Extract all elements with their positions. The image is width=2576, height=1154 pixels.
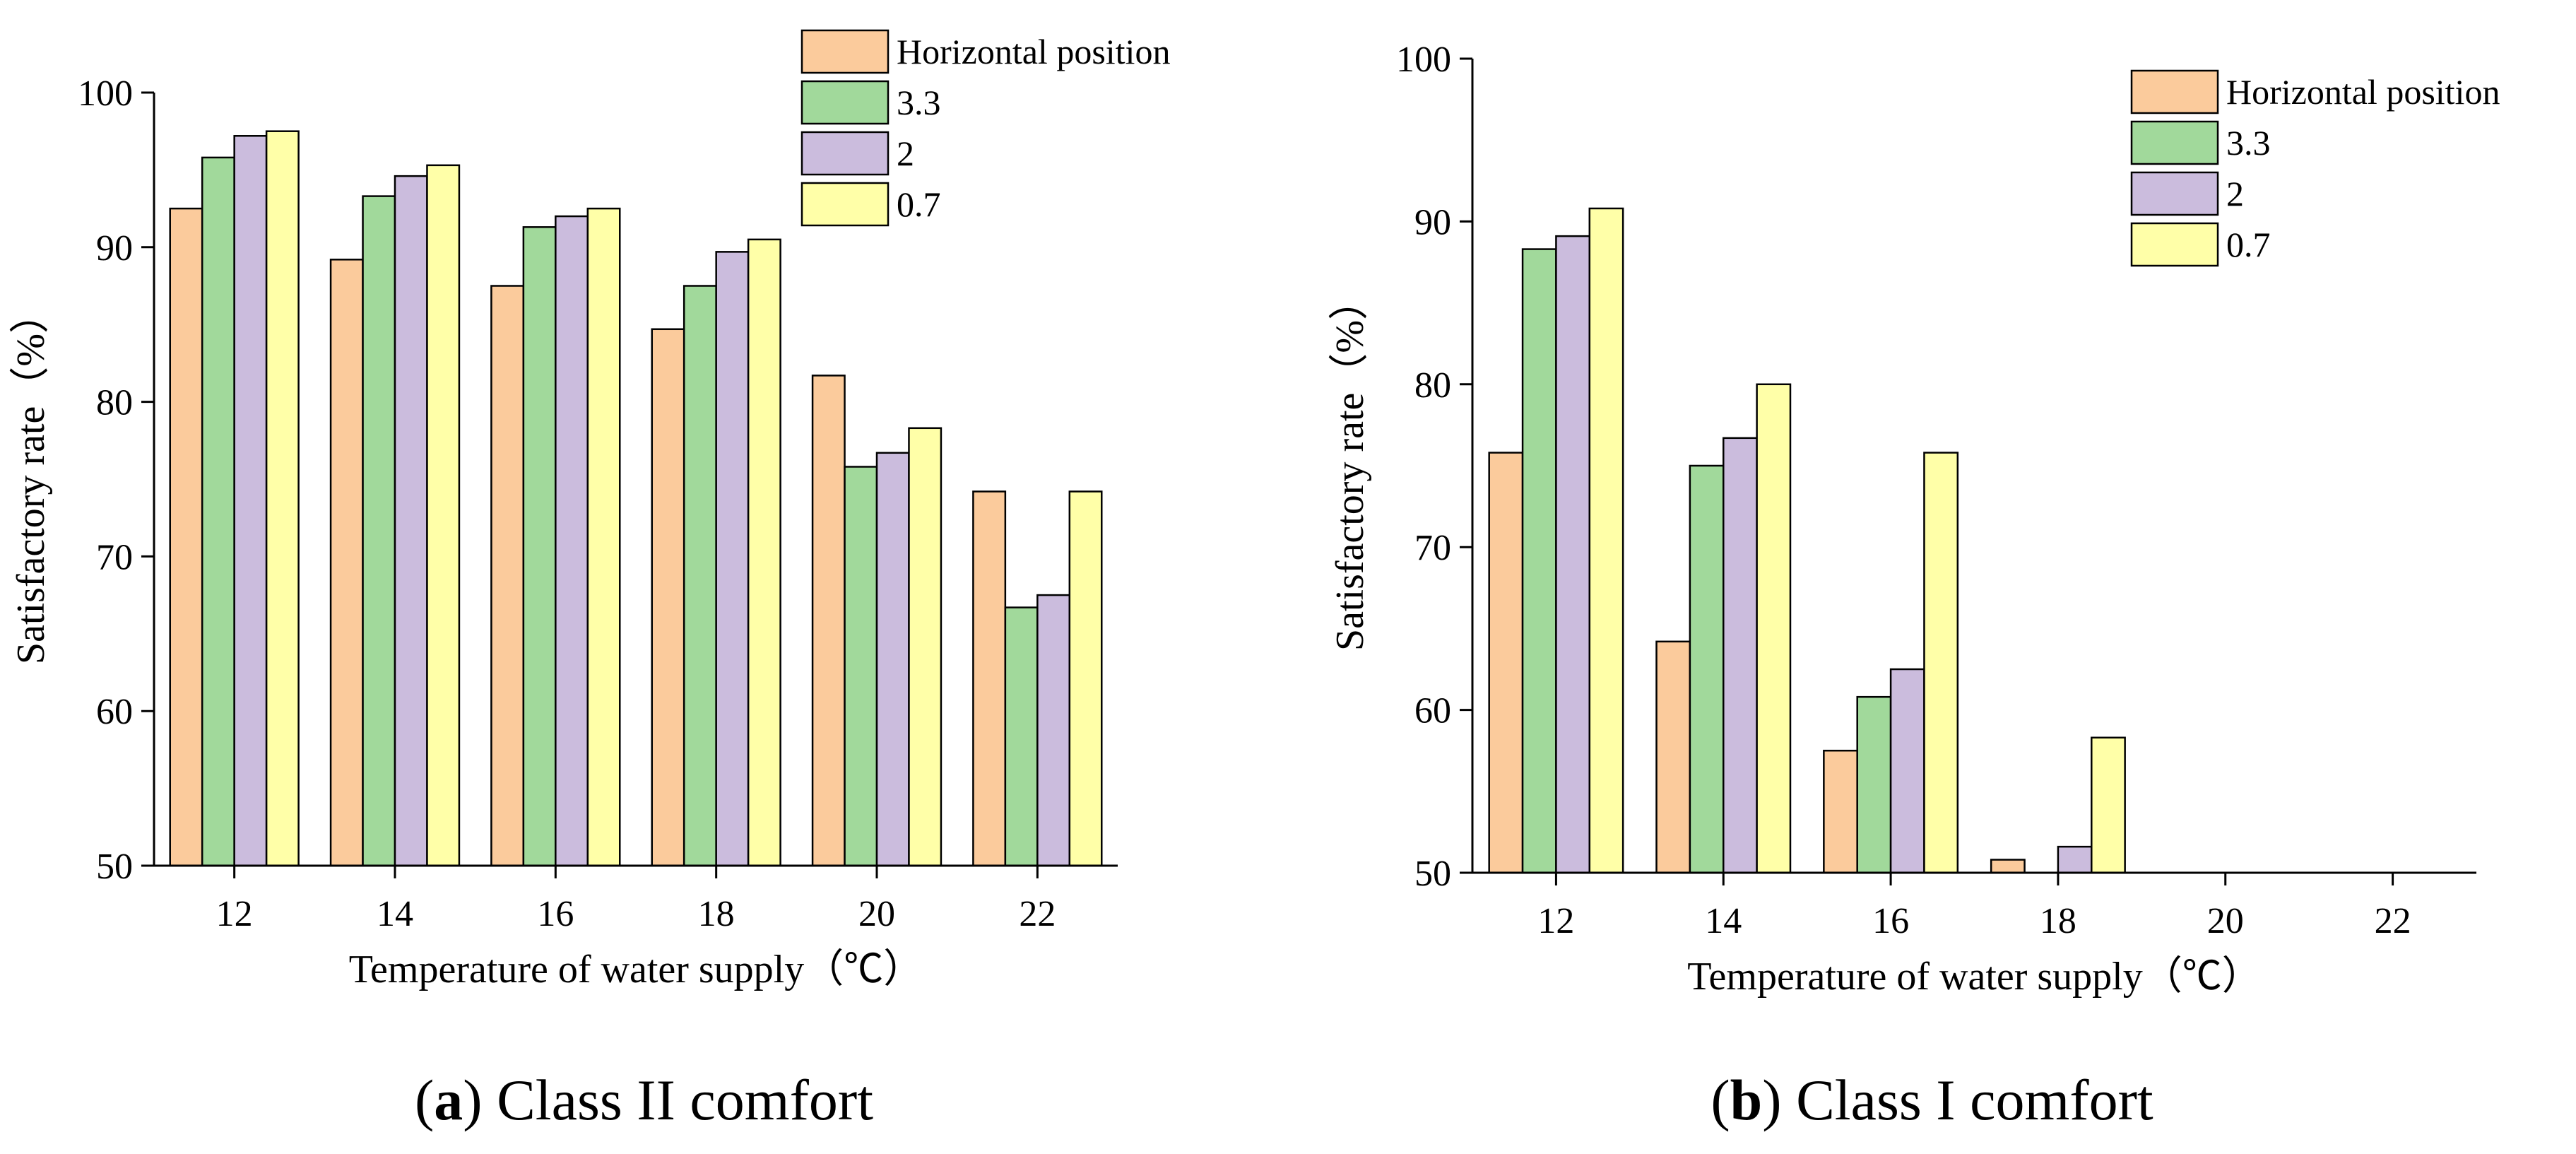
caption-a: (a) Class II comfort	[414, 1068, 873, 1132]
bar-2-12	[233, 135, 268, 867]
x-tick-label: 18	[698, 894, 735, 934]
legend-swatch	[800, 131, 890, 176]
bar-horizontal-position-18	[1990, 859, 2026, 874]
chart-panel-b: 50 60 70 80 90 100 12 14 16 18 20 22 Temperature of …	[1288, 0, 2576, 1154]
y-tick-label: 90	[96, 228, 133, 269]
bar-2-22	[1036, 594, 1071, 867]
y-tick-label: 60	[1414, 691, 1451, 731]
bar-3-3-12	[201, 156, 235, 867]
bar-2-16	[555, 215, 589, 867]
legend-label: Horizontal position	[2226, 72, 2500, 112]
legend-label: 3.3	[897, 83, 941, 122]
bar-horizontal-position-12	[169, 207, 203, 867]
y-tick-label: 70	[96, 537, 133, 577]
bar-0-7-12	[1588, 207, 1624, 874]
bar-0-7-16	[586, 207, 621, 867]
legend-label: 3.3	[2226, 123, 2271, 163]
y-axis-title: Satisfactory rate（%）	[1328, 281, 1372, 651]
chart-panel-a: 50 60 70 80 90 100 12 14 16 18 20 22 Temperature of …	[9, 29, 1170, 1132]
legend-swatch	[2130, 120, 2219, 165]
bar-horizontal-position-14	[1655, 640, 1691, 874]
y-tick-label: 80	[96, 383, 133, 423]
bar-2-18	[2057, 845, 2093, 874]
x-tick-label: 22	[2375, 901, 2411, 941]
legend-label: 2	[2226, 174, 2244, 213]
bar-0-7-16	[1923, 452, 1959, 874]
y-tick-label: 50	[96, 847, 133, 887]
bar-3-3-16	[522, 226, 557, 867]
x-axis-title: Temperature of water supply（℃）	[1687, 955, 2262, 999]
x-axis-title: Temperature of water supply（℃）	[349, 948, 923, 991]
bar-3-3-12	[1521, 248, 1557, 874]
bar-3-3-22	[1004, 606, 1039, 867]
x-tick-label: 14	[377, 894, 413, 934]
legend-swatch	[2130, 69, 2219, 114]
y-axis-title: Satisfactory rate（%）	[9, 294, 53, 664]
bar-0-7-14	[426, 164, 461, 867]
legend-label: Horizontal position	[897, 32, 1170, 71]
bar-0-7-18	[747, 238, 781, 867]
caption-a-text: Class II comfort	[497, 1068, 873, 1132]
bar-2-20	[875, 452, 910, 867]
y-tick-label: 80	[1414, 365, 1451, 406]
legend-swatch	[800, 80, 890, 125]
x-tick-label: 16	[537, 894, 574, 934]
y-tick-label: 70	[1414, 528, 1451, 568]
legend-label: 0.7	[897, 184, 941, 224]
bar-0-7-22	[1068, 490, 1103, 867]
bar-0-7-14	[1756, 383, 1792, 874]
legend-label: 0.7	[2226, 225, 2271, 264]
bar-2-14	[394, 175, 428, 867]
bar-3-3-20	[844, 466, 878, 867]
caption-b: (b) Class I comfort	[1711, 1068, 2153, 1132]
x-tick-label: 20	[2207, 901, 2244, 941]
y-tick-label: 90	[1414, 202, 1451, 242]
bar-3-3-18	[683, 285, 717, 867]
bar-0-7-20	[908, 427, 943, 867]
bar-2-18	[715, 251, 750, 867]
bar-0-7-18	[2091, 736, 2126, 874]
y-tick-label: 100	[78, 73, 133, 114]
bar-horizontal-position-20	[811, 375, 846, 867]
bar-2-16	[1889, 668, 1925, 874]
bar-horizontal-position-16	[1823, 749, 1858, 874]
caption-a-letter: a	[434, 1068, 463, 1132]
x-tick-label: 20	[858, 894, 895, 934]
bar-horizontal-position-14	[329, 259, 364, 867]
x-tick-label: 18	[2040, 901, 2076, 941]
bar-3-3-14	[362, 195, 396, 867]
legend-swatch	[800, 182, 890, 227]
x-tick-label: 12	[1537, 901, 1574, 941]
x-tick-label: 12	[216, 894, 253, 934]
legend-swatch	[2130, 222, 2219, 267]
legend-swatch	[800, 29, 890, 74]
legend-label: 2	[897, 134, 914, 173]
y-tick-label: 50	[1414, 854, 1451, 894]
bar-2-14	[1723, 437, 1758, 874]
bar-2-12	[1555, 235, 1591, 874]
x-tick-label: 16	[1872, 901, 1909, 941]
bar-horizontal-position-16	[490, 285, 525, 867]
bar-horizontal-position-22	[972, 490, 1007, 867]
caption-b-text: Class I comfort	[1796, 1068, 2153, 1132]
legend: Horizontal position 3.3 2 0.7	[2130, 69, 2500, 267]
y-tick-label: 100	[1396, 40, 1451, 80]
bar-0-7-12	[265, 130, 300, 867]
legend-swatch	[2130, 171, 2219, 216]
bar-3-3-14	[1689, 464, 1725, 874]
chart-a: 50 60 70 80 90 100 12 14 16 18 20 22 Temperature of …	[9, 29, 1170, 991]
bar-3-3-16	[1856, 695, 1892, 874]
y-tick-label: 60	[96, 692, 133, 732]
x-tick-label: 22	[1019, 894, 1056, 934]
x-tick-label: 14	[1705, 901, 1742, 941]
bar-horizontal-position-18	[651, 328, 685, 867]
legend: Horizontal position 3.3 2 0.7	[800, 29, 1170, 227]
caption-b-letter: b	[1730, 1068, 1763, 1132]
bar-horizontal-position-12	[1488, 452, 1524, 874]
chart-b: 50 60 70 80 90 100 12 14 16 18 20 22 Temperature of …	[1328, 40, 2500, 999]
